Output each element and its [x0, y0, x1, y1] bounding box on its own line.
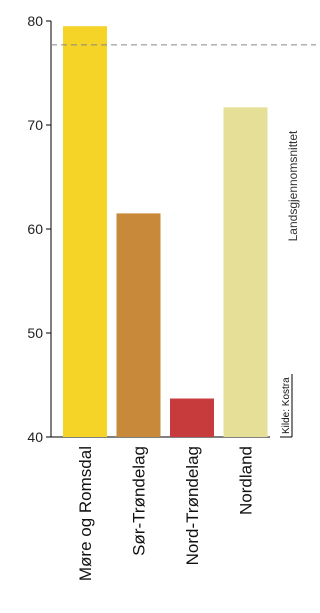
bar	[116, 213, 161, 437]
bar	[63, 26, 107, 437]
labels: Møre og Romsdal Sør-Trøndelag Nord-Trøndel…	[76, 130, 300, 581]
x-tick-label: Nord-Trøndelag	[183, 446, 202, 565]
source-label: Kilde: Kostra	[281, 377, 292, 434]
y-tick-label: 80	[27, 13, 43, 29]
x-tick-label: Sør-Trøndelag	[130, 446, 149, 556]
bars	[63, 26, 268, 437]
reference-line-label: Landsgjennomsnittet	[286, 130, 300, 241]
bar	[223, 107, 268, 437]
y-tick-label: 60	[27, 221, 43, 237]
y-tick-label: 70	[27, 117, 43, 133]
x-tick-label: Nordland	[237, 446, 256, 515]
bar	[170, 398, 214, 437]
y-tick-label: 50	[27, 325, 43, 341]
y-tick-label: 40	[27, 429, 43, 445]
x-tick-label: Møre og Romsdal	[76, 446, 95, 581]
